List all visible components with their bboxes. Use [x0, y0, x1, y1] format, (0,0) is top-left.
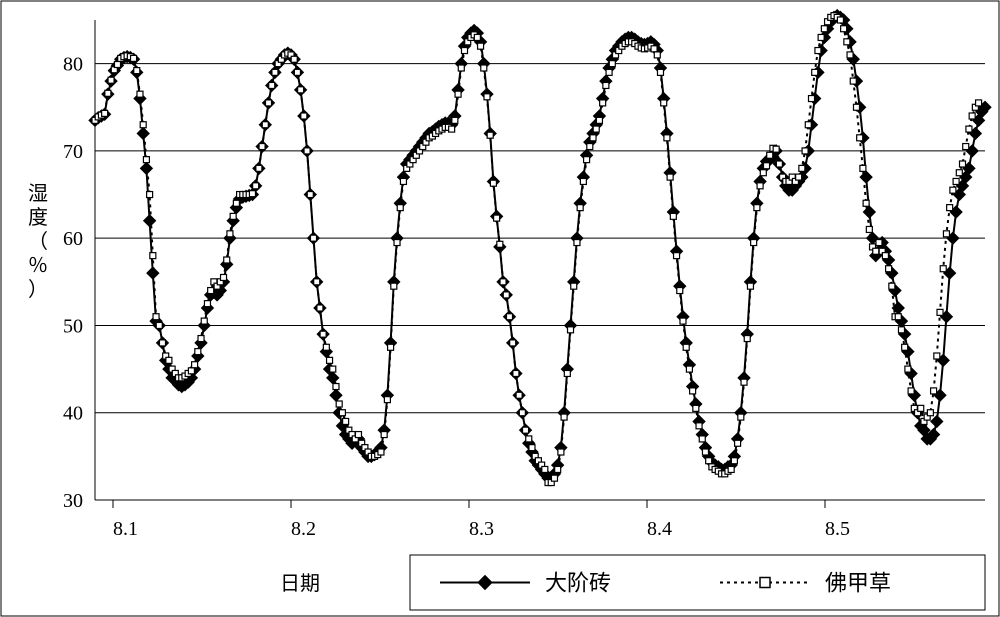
svg-text:8.1: 8.1 [113, 518, 138, 540]
legend-label-1: 大阶砖 [545, 571, 611, 596]
chart-svg: 30 40 50 60 70 80 8.1 8.2 8.3 8.4 8.5 湿度（％） 日期 大阶砖 佛甲草 [0, 0, 1000, 617]
series-line [95, 16, 985, 479]
svg-text:湿度（％）: 湿度（％） [28, 182, 48, 301]
svg-text:8.2: 8.2 [291, 518, 316, 540]
svg-text:50: 50 [63, 315, 83, 337]
humidity-chart: { "chart": { "type": "line", "width": 10… [0, 0, 1000, 617]
legend-label-2: 佛甲草 [825, 571, 891, 596]
svg-text:70: 70 [63, 141, 83, 163]
svg-text:60: 60 [63, 228, 83, 250]
svg-text:8.4: 8.4 [647, 518, 672, 540]
svg-text:8.3: 8.3 [469, 518, 494, 540]
svg-text:80: 80 [63, 54, 83, 76]
svg-text:40: 40 [63, 403, 83, 425]
svg-text:30: 30 [63, 490, 83, 512]
x-axis-title: 日期 [280, 573, 320, 595]
svg-text:8.5: 8.5 [825, 518, 850, 540]
